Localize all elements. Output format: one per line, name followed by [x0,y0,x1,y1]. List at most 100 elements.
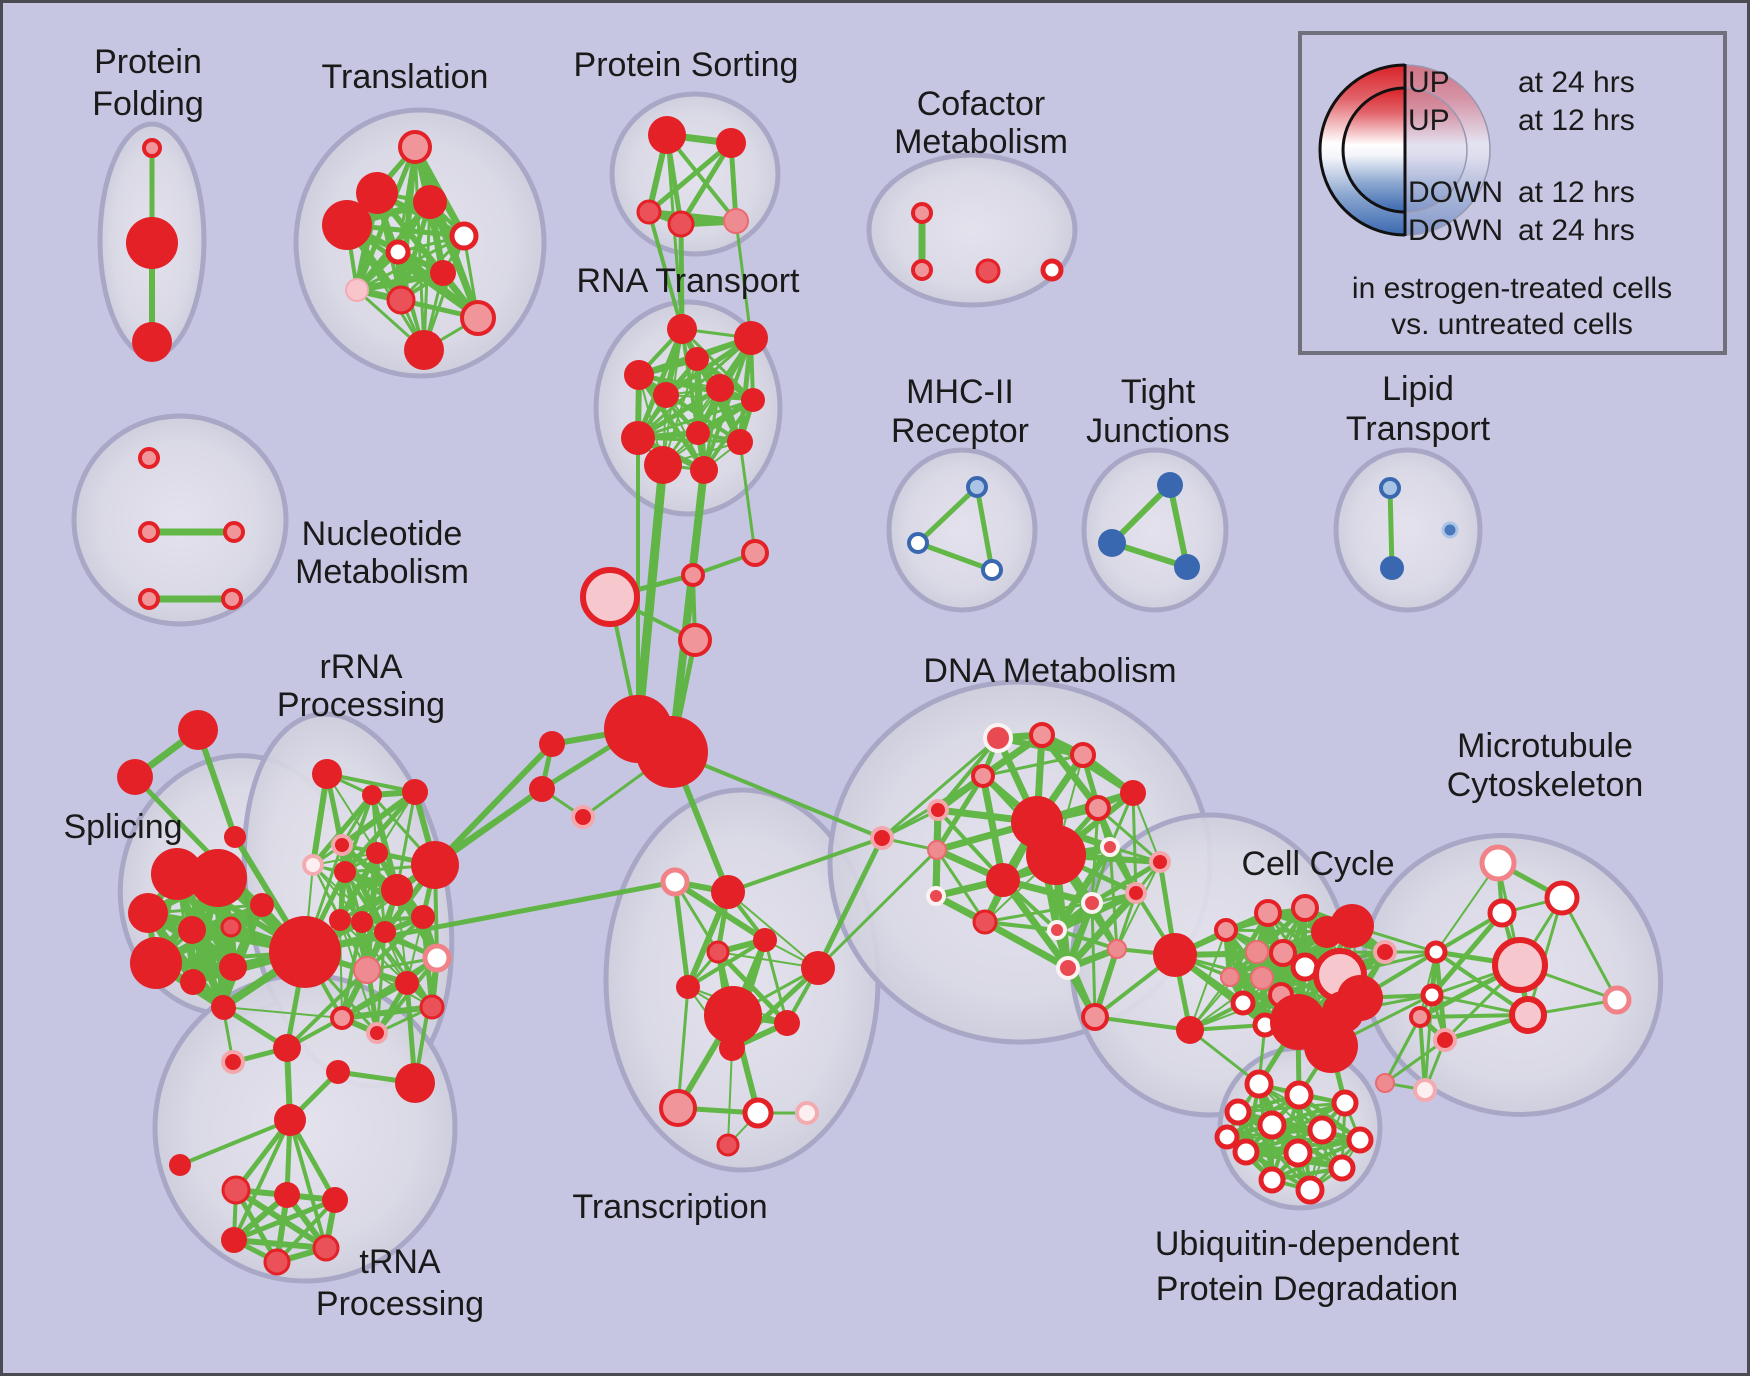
network-edge [738,440,757,555]
network-node-t0 [398,130,432,164]
network-node-r6 [741,388,765,412]
network-node-r2 [624,360,654,390]
network-edge [981,753,1085,778]
network-node-c1 [911,259,933,281]
network-node-u8 [1283,1138,1313,1168]
network-node-dn0 [983,723,1013,753]
network-node-bc [1153,933,1197,977]
network-edge [727,891,819,969]
network-edge [326,773,378,854]
network-node-tr3 [676,975,700,999]
cluster-label-lipid-transport: Transport [1346,410,1491,448]
network-node-r0 [667,314,697,344]
network-node-tr10 [795,1101,819,1125]
network-edge [1064,889,1140,972]
legend-time-label: at 12 hrs [1518,104,1635,137]
network-node-t10 [404,330,444,370]
network-node-rr15 [395,971,419,995]
network-node-dn4 [927,799,949,821]
network-node-hx3 [741,539,769,567]
legend-time-label: at 24 hrs [1518,214,1635,247]
legend-right-outer-arc [1404,64,1491,236]
network-node-p1 [716,128,746,158]
network-node-g0 [178,710,218,750]
network-node-rr14 [353,956,381,984]
network-node-tr4 [801,951,835,985]
network-node-dn6 [1120,780,1146,806]
network-node-g1 [117,759,153,795]
network-node-u3 [1224,1098,1252,1126]
network-node-sp3 [178,916,206,944]
cluster-label-trna-processing: tRNA [359,1243,441,1281]
cluster-label-ubiquitin-degradation: Protein Degradation [1156,1270,1458,1308]
cluster-label-cell-cycle: Cell Cycle [1241,845,1394,883]
legend-direction-label: DOWN [1408,214,1503,247]
network-edge [1226,1136,1361,1141]
network-edge [815,835,885,971]
network-edge [302,879,678,955]
network-node-mt2 [1487,898,1517,928]
network-node-rr3 [331,834,353,856]
network-node-cc17 [1214,918,1238,942]
network-node-cc3 [1330,904,1374,948]
network-edge [915,540,995,573]
network-edge [665,394,754,401]
network-node-t9 [460,300,496,336]
network-node-pf2 [132,322,172,362]
legend-left-inner-arc [1341,86,1406,214]
network-edge [1093,1015,1192,1032]
network-node-rr16 [419,994,445,1020]
network-edge [1167,482,1190,570]
cluster-label-lipid-transport: Lipid [1382,370,1454,408]
network-edge [232,1118,292,1242]
network-node-m1 [907,532,929,554]
network-node-cc0 [1254,899,1282,927]
network-node-rr6 [334,861,356,883]
network-node-r8 [621,421,655,455]
cluster-label-ubiquitin-degradation: Ubiquitin-dependent [1155,1225,1460,1263]
network-node-tb1 [274,1182,300,1208]
cluster-label-tight-junctions: Tight [1121,373,1196,411]
network-edge [339,842,388,935]
network-node-dn19 [1056,956,1080,980]
network-edge [974,484,995,573]
legend-footer-line: vs. untreated cells [1391,308,1633,341]
network-node-l2 [1441,521,1459,539]
network-node-cc1 [1291,894,1319,922]
legend-direction-label: DOWN [1408,176,1503,209]
network-node-tj0 [1157,472,1183,498]
network-node-dn14 [972,909,998,935]
network-edge [1383,1015,1422,1085]
network-edge [676,985,690,1110]
network-node-dn2 [1070,742,1096,768]
cluster-label-microtubule-cytoskeleton: Cytoskeleton [1447,766,1644,804]
network-node-mt8 [1409,1006,1431,1028]
network-node-mt5 [1420,983,1444,1007]
network-node-sp0 [151,848,203,900]
network-edge [715,949,790,1026]
cluster-labels: Protein Folding Translation Protein Sorting… [63,43,1643,1323]
network-node-r10 [644,446,682,484]
network-node-dn5 [1085,795,1111,821]
network-node-rr9 [329,909,351,931]
network-node-tb4 [312,1234,340,1262]
legend-left-outer-arc [1318,63,1406,237]
network-node-hB [636,716,708,788]
cluster-label-mhc-ii-receptor: Receptor [891,412,1029,450]
network-edge [1116,861,1161,950]
network-edge [337,850,380,923]
network-node-rr18 [366,1022,388,1044]
network-node-dn20 [1081,1003,1109,1031]
network-node-mt6 [1509,996,1547,1034]
network-node-g2 [224,826,246,848]
network-edge [340,981,409,1020]
network-node-t4 [449,221,479,251]
network-edge [413,956,439,1085]
network-node-rr7 [381,874,413,906]
legend-footer-line: in estrogen-treated cells [1352,272,1672,305]
legend-time-label: at 12 hrs [1518,176,1635,209]
network-node-u12 [1214,1124,1240,1150]
network-node-p4 [723,208,749,234]
network-edge [178,1118,292,1167]
